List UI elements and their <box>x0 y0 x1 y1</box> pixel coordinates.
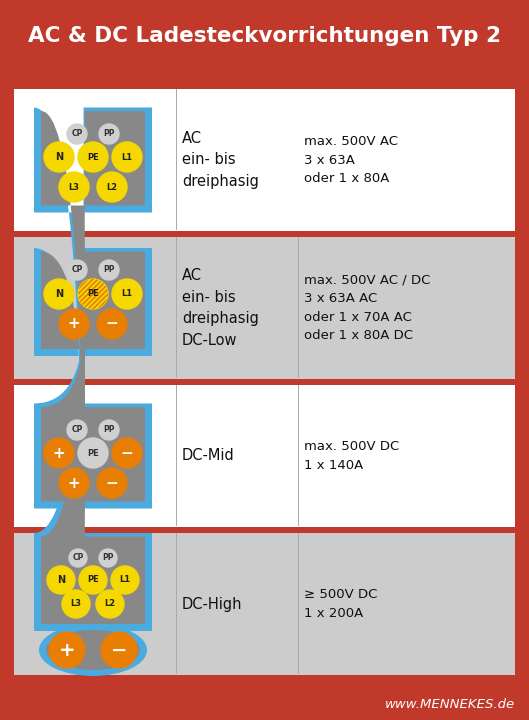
Text: L1: L1 <box>122 289 133 299</box>
Circle shape <box>99 549 117 567</box>
PathPatch shape <box>41 111 145 205</box>
Text: L2: L2 <box>106 182 117 192</box>
Text: max. 500V AC / DC
3 x 63A AC
oder 1 x 70A AC
oder 1 x 80A DC: max. 500V AC / DC 3 x 63A AC oder 1 x 70… <box>304 274 431 342</box>
Bar <box>14 89 515 231</box>
Ellipse shape <box>39 624 147 676</box>
Text: −: − <box>111 641 127 660</box>
PathPatch shape <box>41 251 145 349</box>
Text: PP: PP <box>103 266 115 274</box>
Text: AC
ein- bis
dreiphasig
DC-Low: AC ein- bis dreiphasig DC-Low <box>182 268 259 348</box>
Text: +: + <box>68 475 80 490</box>
Text: PE: PE <box>87 289 99 299</box>
Text: −: − <box>121 446 133 461</box>
Circle shape <box>97 309 127 339</box>
PathPatch shape <box>34 248 152 356</box>
Circle shape <box>49 632 85 668</box>
PathPatch shape <box>34 107 152 212</box>
Text: PP: PP <box>102 554 114 562</box>
Circle shape <box>111 566 139 594</box>
Circle shape <box>101 632 137 668</box>
Text: AC
ein- bis
dreiphasig: AC ein- bis dreiphasig <box>182 131 259 189</box>
PathPatch shape <box>41 407 145 502</box>
Circle shape <box>59 172 89 202</box>
Circle shape <box>62 590 90 618</box>
PathPatch shape <box>41 536 145 624</box>
Text: +: + <box>59 641 75 660</box>
Text: PE: PE <box>87 153 99 161</box>
Text: DC-High: DC-High <box>182 596 242 611</box>
Text: L1: L1 <box>120 575 131 585</box>
Circle shape <box>99 420 119 440</box>
Text: ≥ 500V DC
1 x 200A: ≥ 500V DC 1 x 200A <box>304 588 377 620</box>
Text: DC-Mid: DC-Mid <box>182 449 235 464</box>
Text: CP: CP <box>71 130 83 138</box>
Text: PP: PP <box>103 426 115 434</box>
Circle shape <box>97 468 127 498</box>
Circle shape <box>44 438 74 468</box>
Text: PE: PE <box>87 449 99 457</box>
Text: L3: L3 <box>70 600 81 608</box>
Circle shape <box>96 590 124 618</box>
Bar <box>14 533 515 675</box>
Text: L2: L2 <box>104 600 115 608</box>
Text: CP: CP <box>71 426 83 434</box>
Bar <box>14 237 515 379</box>
Circle shape <box>59 468 89 498</box>
Circle shape <box>44 142 74 172</box>
Circle shape <box>97 172 127 202</box>
Circle shape <box>79 566 107 594</box>
Circle shape <box>44 279 74 309</box>
Text: N: N <box>55 289 63 299</box>
Circle shape <box>78 438 108 468</box>
Text: max. 500V AC
3 x 63A
oder 1 x 80A: max. 500V AC 3 x 63A oder 1 x 80A <box>304 135 398 185</box>
Text: www.MENNEKES.de: www.MENNEKES.de <box>385 698 515 711</box>
Circle shape <box>69 549 87 567</box>
Text: PP: PP <box>103 130 115 138</box>
Circle shape <box>47 566 75 594</box>
Text: L1: L1 <box>122 153 133 161</box>
Text: AC & DC Ladesteckvorrichtungen Typ 2: AC & DC Ladesteckvorrichtungen Typ 2 <box>28 26 501 46</box>
Circle shape <box>78 142 108 172</box>
Circle shape <box>78 279 108 309</box>
Text: −: − <box>106 475 118 490</box>
Circle shape <box>99 260 119 280</box>
Text: L3: L3 <box>68 182 79 192</box>
Circle shape <box>112 438 142 468</box>
Circle shape <box>112 142 142 172</box>
Ellipse shape <box>46 630 140 670</box>
PathPatch shape <box>34 533 152 631</box>
Text: −: − <box>106 317 118 331</box>
Text: N: N <box>57 575 65 585</box>
Circle shape <box>67 260 87 280</box>
Text: PE: PE <box>87 575 99 585</box>
Circle shape <box>112 279 142 309</box>
PathPatch shape <box>34 403 152 508</box>
Circle shape <box>67 420 87 440</box>
Text: N: N <box>55 152 63 162</box>
Circle shape <box>99 124 119 144</box>
Bar <box>14 385 515 527</box>
Text: +: + <box>68 317 80 331</box>
Circle shape <box>59 309 89 339</box>
Text: max. 500V DC
1 x 140A: max. 500V DC 1 x 140A <box>304 440 399 472</box>
Circle shape <box>67 124 87 144</box>
Text: CP: CP <box>72 554 84 562</box>
Text: CP: CP <box>71 266 83 274</box>
Text: +: + <box>52 446 66 461</box>
